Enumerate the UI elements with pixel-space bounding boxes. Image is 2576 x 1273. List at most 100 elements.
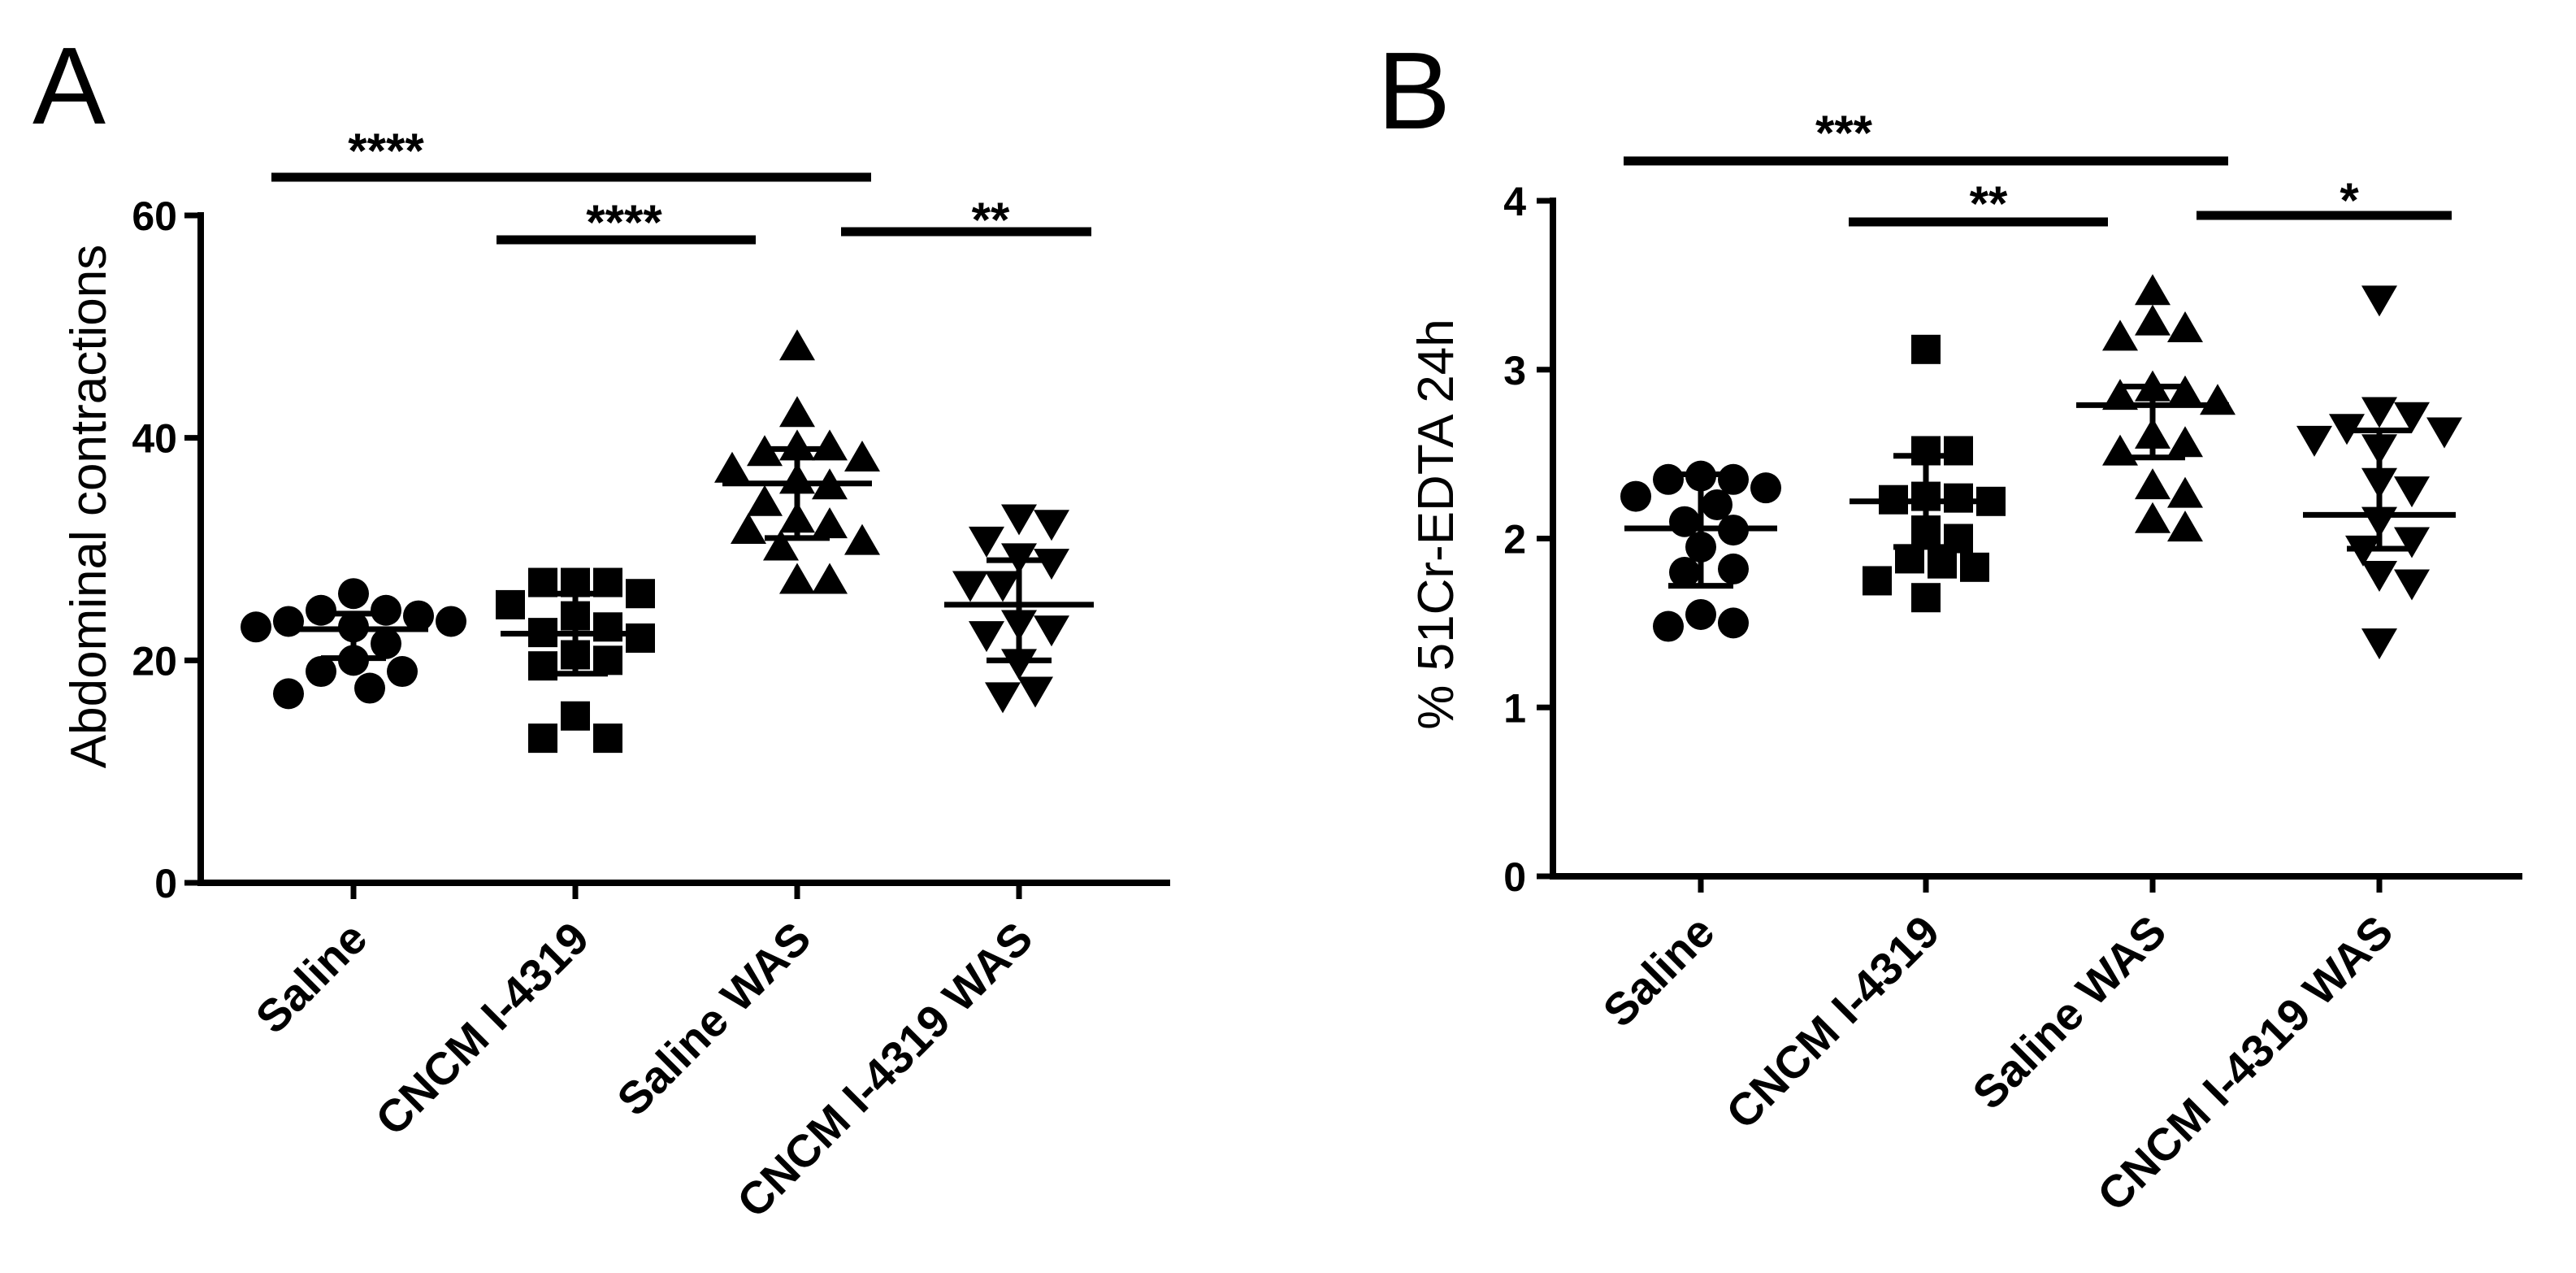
significance-label: ** bbox=[1970, 176, 2008, 231]
data-point-square bbox=[593, 723, 622, 754]
y-axis-label: Abdominal contractions bbox=[61, 245, 117, 768]
data-point-triangle-up bbox=[844, 524, 880, 555]
y-tick-label: 1 bbox=[1503, 685, 1526, 731]
data-point-triangle-up bbox=[2135, 304, 2171, 336]
data-point-triangle-down bbox=[1001, 649, 1037, 680]
x-category-label: Saline WAS bbox=[607, 912, 820, 1125]
significance-label: * bbox=[2340, 173, 2359, 228]
significance-label: **** bbox=[586, 195, 662, 250]
y-tick-label: 0 bbox=[1503, 854, 1526, 900]
data-point-triangle-down bbox=[1034, 549, 1069, 580]
y-tick-label: 60 bbox=[132, 193, 177, 239]
data-point-triangle-up bbox=[812, 507, 848, 539]
data-point-triangle-up bbox=[2167, 426, 2203, 458]
data-point-square bbox=[1928, 549, 1957, 579]
data-point-circle bbox=[306, 656, 336, 688]
data-point-circle bbox=[1620, 480, 1651, 512]
data-point-square bbox=[528, 723, 557, 754]
data-point-triangle-down bbox=[2394, 402, 2430, 433]
data-point-circle bbox=[387, 656, 418, 688]
data-point-square bbox=[1911, 583, 1941, 613]
data-point-triangle-up bbox=[2167, 511, 2203, 542]
panel-a: A Abdominal contractions 0 20 40 60 SalineCN… bbox=[33, 24, 1170, 1227]
data-point-triangle-up bbox=[2167, 311, 2203, 342]
data-point-circle bbox=[354, 672, 385, 704]
y-tick-label: 20 bbox=[132, 638, 177, 684]
data-point-circle bbox=[371, 594, 401, 626]
data-point-circle bbox=[306, 594, 336, 626]
y-tick-label: 4 bbox=[1503, 179, 1526, 224]
data-point-triangle-down bbox=[2361, 397, 2397, 428]
significance-label: **** bbox=[348, 124, 424, 178]
data-point-triangle-down bbox=[969, 526, 1004, 558]
data-point-square bbox=[1911, 334, 1941, 364]
data-point-triangle-up bbox=[2200, 384, 2236, 415]
data-point-triangle-down bbox=[969, 621, 1004, 653]
data-point-triangle-up bbox=[779, 429, 815, 461]
data-point-triangle-up bbox=[714, 451, 750, 483]
data-point-circle bbox=[1750, 472, 1781, 504]
data-point-triangle-up bbox=[2102, 379, 2138, 411]
data-point-triangle-up bbox=[2167, 476, 2203, 508]
data-point-triangle-down bbox=[985, 571, 1021, 602]
data-point-circle bbox=[1718, 607, 1749, 639]
y-tick-label: 0 bbox=[154, 861, 177, 906]
data-point-square bbox=[1863, 566, 1892, 596]
data-point-circle bbox=[338, 578, 369, 610]
data-point-triangle-down bbox=[952, 571, 988, 602]
data-point-square bbox=[1944, 436, 1973, 466]
y-tick-label: 2 bbox=[1503, 517, 1526, 563]
data-point-circle bbox=[371, 628, 401, 659]
data-point-circle bbox=[436, 606, 466, 637]
data-point-square bbox=[593, 612, 622, 642]
data-point-triangle-down bbox=[2426, 417, 2462, 449]
data-point-circle bbox=[403, 600, 434, 632]
data-point-square bbox=[496, 589, 525, 619]
data-point-circle bbox=[1669, 557, 1700, 589]
data-point-triangle-up bbox=[2102, 319, 2138, 351]
x-category-label: Saline WAS bbox=[1962, 906, 2175, 1119]
data-point-triangle-down bbox=[2361, 561, 2397, 593]
data-point-circle bbox=[1718, 553, 1749, 584]
data-point-circle bbox=[1653, 463, 1684, 495]
data-point-circle bbox=[273, 678, 304, 710]
data-point-triangle-up bbox=[2135, 274, 2171, 306]
data-point-circle bbox=[1669, 506, 1700, 537]
data-point-square bbox=[1960, 552, 1989, 582]
data-point-triangle-up bbox=[779, 396, 815, 428]
data-point-triangle-down bbox=[1034, 510, 1069, 541]
data-point-circle bbox=[1685, 598, 1716, 630]
data-point-circle bbox=[273, 606, 304, 637]
data-point-triangle-up bbox=[779, 563, 815, 594]
x-category-label: Saline bbox=[1593, 906, 1724, 1036]
data-point-triangle-down bbox=[2296, 425, 2332, 457]
data-point-triangle-up bbox=[2102, 434, 2138, 466]
data-point-triangle-down bbox=[2361, 628, 2397, 660]
data-point-circle bbox=[1702, 489, 1733, 520]
y-tick-label: 40 bbox=[132, 416, 177, 462]
y-tick-label: 3 bbox=[1503, 348, 1526, 393]
data-point-triangle-up bbox=[812, 429, 848, 461]
data-point-triangle-down bbox=[1017, 676, 1053, 708]
data-point-triangle-up bbox=[731, 512, 766, 544]
data-point-triangle-down bbox=[2394, 569, 2430, 601]
y-axis-label: % 51Cr-EDTA 24h bbox=[1408, 319, 1464, 729]
data-point-triangle-up bbox=[2135, 468, 2171, 500]
data-point-square bbox=[593, 645, 622, 676]
data-point-circle bbox=[1718, 463, 1749, 495]
x-category-label: Saline bbox=[245, 912, 376, 1043]
significance-label: *** bbox=[1815, 106, 1873, 160]
data-point-triangle-up bbox=[747, 484, 783, 516]
data-point-square bbox=[626, 623, 655, 653]
data-point-triangle-up bbox=[2135, 502, 2171, 533]
data-point-triangle-down bbox=[1001, 504, 1037, 536]
data-point-triangle-up bbox=[844, 441, 880, 472]
data-point-square bbox=[626, 579, 655, 609]
data-point-triangle-down bbox=[985, 682, 1021, 714]
significance-label: ** bbox=[972, 193, 1010, 247]
data-point-triangle-down bbox=[1034, 615, 1069, 647]
